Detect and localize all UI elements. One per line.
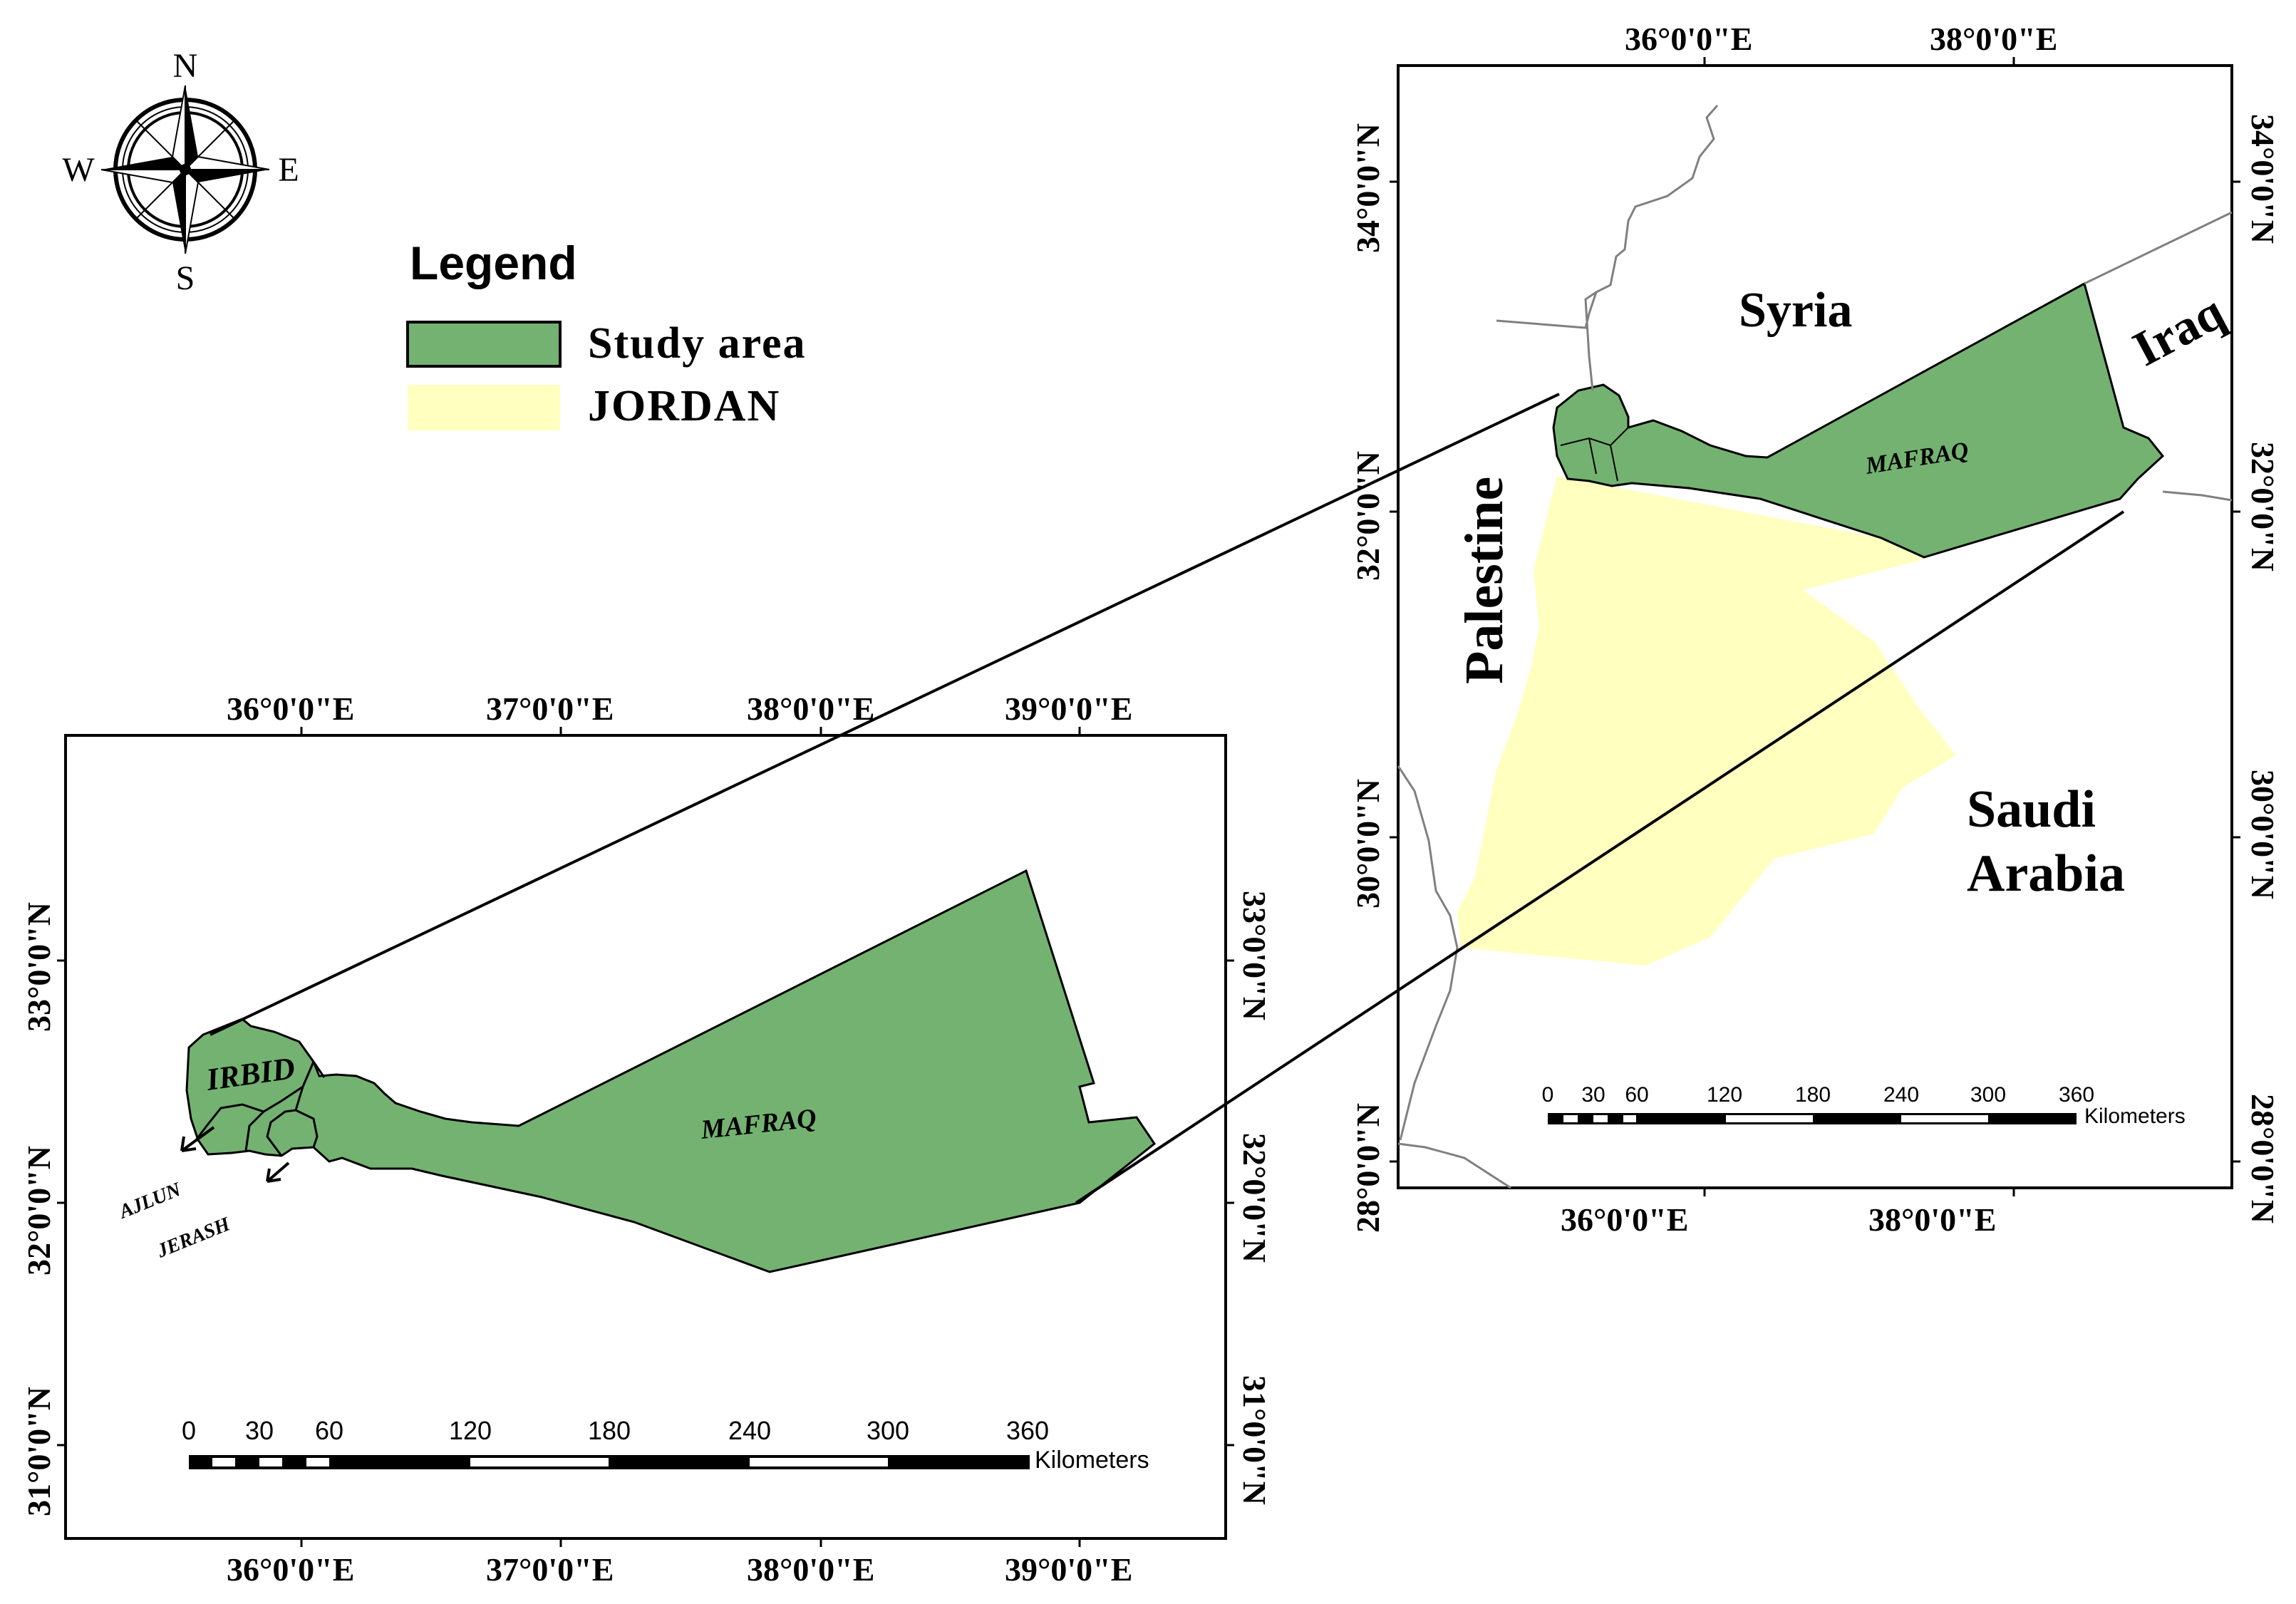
detail-y-tick-left-1: 33°0'0"N — [21, 902, 57, 1032]
overview-y-tick-right-4: 28°0'0"N — [2245, 1094, 2281, 1223]
detail-y-tick-left-3: 31°0'0"N — [21, 1387, 57, 1516]
overview-scale-unit: Kilometers — [2084, 1104, 2186, 1128]
overview-scale-label-30: 30 — [1581, 1083, 1605, 1107]
overview-x-tick-top-2: 38°0'0"E — [1930, 21, 2057, 57]
overview-scale-label-180: 180 — [1795, 1083, 1831, 1107]
zoom-connector-lines — [210, 393, 2125, 1204]
detail-scale-unit: Kilometers — [1035, 1447, 1149, 1474]
detail-study-area — [185, 869, 1157, 1273]
overview-scale-label-0: 0 — [1542, 1083, 1554, 1107]
overview-scale-label-60: 60 — [1625, 1083, 1648, 1107]
label-syria: Syria — [1739, 283, 1852, 338]
legend: Legend Study area JORDAN — [406, 237, 807, 430]
legend-swatch-study-area — [406, 321, 562, 368]
label-palestine: Palestine — [1454, 477, 1514, 684]
detail-scale-bar — [189, 1455, 1030, 1469]
compass-north-label: N — [173, 47, 198, 85]
overview-scale-label-300: 300 — [1970, 1083, 2006, 1107]
detail-x-tick-top-3: 38°0'0"E — [747, 690, 874, 727]
detail-scale-label-120: 120 — [449, 1416, 492, 1445]
overview-scale-label-240: 240 — [1883, 1083, 1919, 1107]
overview-y-tick-left-4: 28°0'0"N — [1350, 1103, 1386, 1233]
overview-y-tick-left-3: 30°0'0"N — [1350, 779, 1386, 909]
detail-y-tick-left-2: 32°0'0"N — [21, 1146, 57, 1276]
overview-y-tick-right-1: 34°0'0"N — [2245, 114, 2281, 244]
detail-y-tick-right-2: 32°0'0"N — [1236, 1133, 1273, 1263]
legend-swatch-jordan — [408, 385, 560, 430]
label-saudi: Saudi — [1967, 780, 2096, 839]
overview-scale-bar — [1548, 1113, 2077, 1124]
overview-x-tick-bottom-1: 36°0'0"E — [1561, 1201, 1688, 1238]
overview-x-tick-bottom-2: 38°0'0"E — [1868, 1201, 1996, 1238]
detail-scale-label-60: 60 — [315, 1416, 343, 1445]
detail-frame-ticks — [57, 727, 1234, 1547]
overview-y-tick-left-2: 32°0'0"N — [1350, 451, 1386, 581]
overview-district-boundaries — [1560, 427, 1629, 482]
overview-frame-ticks — [1390, 57, 2240, 1196]
compass-east-label: E — [278, 151, 299, 189]
detail-x-tick-top-4: 39°0'0"E — [1005, 690, 1132, 727]
detail-x-tick-top-1: 36°0'0"E — [227, 690, 354, 727]
legend-label-jordan: JORDAN — [588, 382, 780, 430]
detail-scale-label-30: 30 — [245, 1416, 274, 1445]
detail-map: 36°0'0"E 37°0'0"E 38°0'0"E 39°0'0"E 36°0… — [21, 690, 1273, 1588]
detail-scale-label-360: 360 — [1006, 1416, 1049, 1445]
overview-study-area — [1552, 281, 2165, 559]
label-arabia: Arabia — [1967, 844, 2125, 903]
compass-south-label: S — [176, 259, 195, 297]
detail-district-boundaries — [195, 1061, 326, 1157]
overview-scale-label-360: 360 — [2059, 1083, 2094, 1107]
detail-scale-label-240: 240 — [728, 1416, 771, 1445]
detail-x-tick-bottom-2: 37°0'0"E — [486, 1551, 614, 1588]
legend-label-study-area: Study area — [588, 319, 807, 368]
compass-rose: N S E W — [62, 47, 299, 297]
detail-scale-label-0: 0 — [182, 1416, 196, 1445]
jordan-area — [1457, 476, 1956, 966]
overview-y-tick-right-3: 30°0'0"N — [2245, 770, 2281, 899]
overview-map: 36°0'0"E 38°0'0"E 36°0'0"E 38°0'0"E 34°0… — [1350, 21, 2281, 1238]
overview-y-tick-left-1: 34°0'0"N — [1350, 123, 1386, 253]
detail-scale-labels: 0 30 60 120 180 240 300 360 — [182, 1416, 1049, 1445]
overview-scale-labels: 0 30 60 120 180 240 300 360 — [1542, 1083, 2094, 1107]
detail-y-tick-right-1: 33°0'0"N — [1236, 891, 1273, 1020]
detail-x-tick-top-2: 37°0'0"E — [486, 690, 614, 727]
detail-scale-label-300: 300 — [867, 1416, 909, 1445]
region-pointer-arrows — [180, 1126, 290, 1183]
detail-scale-label-180: 180 — [588, 1416, 631, 1445]
detail-x-tick-bottom-4: 39°0'0"E — [1005, 1551, 1132, 1588]
overview-scale-label-120: 120 — [1707, 1083, 1742, 1107]
detail-x-tick-bottom-3: 38°0'0"E — [747, 1551, 874, 1588]
legend-title: Legend — [410, 237, 577, 289]
country-borders — [1397, 105, 2233, 1189]
detail-x-tick-bottom-1: 36°0'0"E — [227, 1551, 354, 1588]
overview-y-tick-right-2: 32°0'0"N — [2245, 442, 2281, 571]
compass-west-label: W — [62, 151, 95, 189]
overview-x-tick-top-1: 36°0'0"E — [1625, 21, 1752, 57]
detail-y-tick-right-3: 31°0'0"N — [1236, 1375, 1273, 1505]
